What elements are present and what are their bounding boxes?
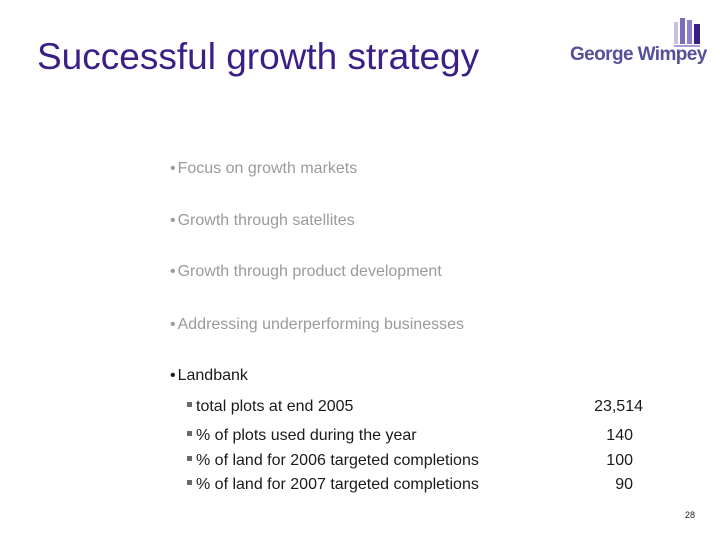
landbank-value-land-2007: 90 <box>615 476 633 493</box>
landbank-item-plots-used: % of plots used during the year <box>187 427 417 445</box>
bullet-landbank: • Landbank <box>170 367 248 384</box>
company-logo: George Wimpey <box>570 18 707 70</box>
bullet-underperforming-businesses: • Addressing underperforming businesses <box>170 316 464 333</box>
bullet-focus-growth-markets: • Focus on growth markets <box>170 160 358 177</box>
square-bullet-icon <box>187 456 192 462</box>
square-bullet-icon <box>187 431 192 437</box>
square-bullet-icon <box>187 480 192 486</box>
bullet-dot-icon: • <box>170 367 176 384</box>
bullet-product-development: • Growth through product development <box>170 263 442 280</box>
slide-title: Successful growth strategy <box>37 36 480 77</box>
landbank-value-plots-used: 140 <box>606 427 633 444</box>
landbank-item-total-plots: total plots at end 2005 <box>187 398 353 416</box>
bullet-dot-icon: • <box>170 212 176 229</box>
landbank-value-land-2006: 100 <box>606 452 633 469</box>
logo-text: George Wimpey <box>570 44 707 65</box>
page-number: 28 <box>684 510 695 520</box>
landbank-item-land-2007: % of land for 2007 targeted completions <box>187 476 479 494</box>
landbank-item-land-2006: % of land for 2006 targeted completions <box>187 452 479 470</box>
bullet-dot-icon: • <box>170 160 176 177</box>
landbank-value-total-plots: 23,514 <box>594 398 643 415</box>
bullet-growth-satellites: • Growth through satellites <box>170 212 355 229</box>
logo-mark-icon <box>674 18 700 47</box>
bullet-dot-icon: • <box>170 316 176 333</box>
bullet-dot-icon: • <box>170 263 176 280</box>
square-bullet-icon <box>187 402 192 408</box>
